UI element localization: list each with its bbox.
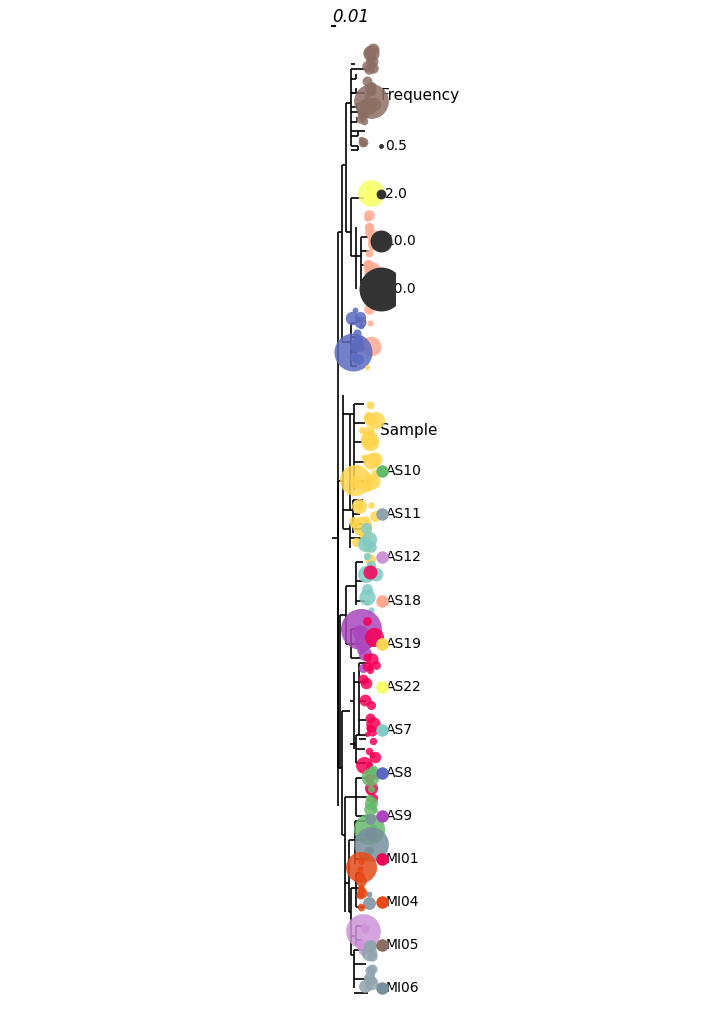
Text: AS8: AS8 xyxy=(385,766,413,780)
Text: 0.5: 0.5 xyxy=(385,138,407,153)
Text: MI06: MI06 xyxy=(385,981,419,995)
Text: MI01: MI01 xyxy=(385,852,419,866)
Text: 40.0: 40.0 xyxy=(385,283,416,296)
Text: AS11: AS11 xyxy=(385,507,421,521)
Text: AS9: AS9 xyxy=(385,809,413,823)
Text: 10.0: 10.0 xyxy=(385,234,416,249)
Text: AS19: AS19 xyxy=(385,637,421,650)
Text: AS7: AS7 xyxy=(385,723,413,737)
Text: Sample: Sample xyxy=(380,423,438,438)
Text: Frequency: Frequency xyxy=(380,88,459,103)
Text: AS12: AS12 xyxy=(385,551,421,564)
Text: MI04: MI04 xyxy=(385,895,419,909)
Text: AS18: AS18 xyxy=(385,594,421,607)
Text: MI05: MI05 xyxy=(385,938,419,952)
Text: 0.01: 0.01 xyxy=(332,8,369,26)
Text: AS22: AS22 xyxy=(385,680,421,693)
Text: AS10: AS10 xyxy=(385,464,421,478)
Text: 2.0: 2.0 xyxy=(385,186,407,201)
